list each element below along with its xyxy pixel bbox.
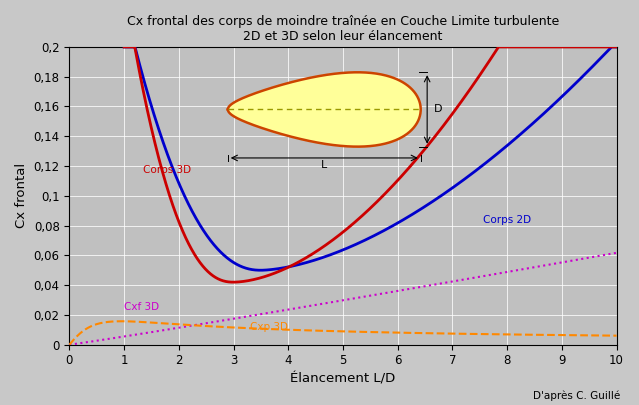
Text: Corps 3D: Corps 3D	[143, 166, 192, 175]
Text: D'après C. Guillé: D'après C. Guillé	[532, 390, 620, 401]
Title: Cx frontal des corps de moindre traînée en Couche Limite turbulente
2D et 3D sel: Cx frontal des corps de moindre traînée …	[127, 15, 559, 43]
X-axis label: Élancement L/D: Élancement L/D	[290, 373, 396, 386]
Text: Cxp 3D: Cxp 3D	[250, 322, 288, 332]
Text: Corps 2D: Corps 2D	[482, 215, 530, 225]
Y-axis label: Cx frontal: Cx frontal	[15, 163, 28, 228]
Text: Cxf 3D: Cxf 3D	[124, 303, 159, 312]
